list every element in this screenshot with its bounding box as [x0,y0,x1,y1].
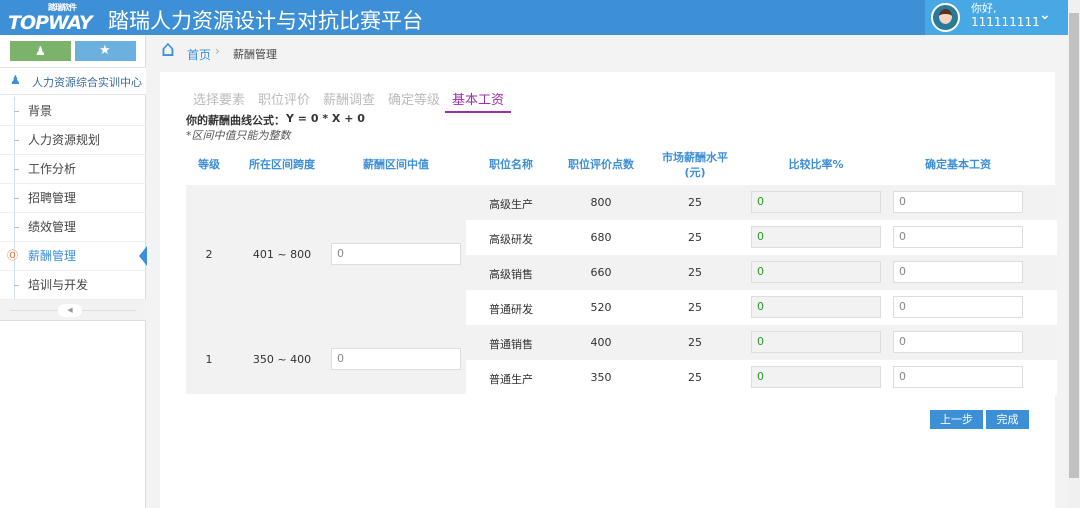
comparison-ratio-field: 0 [751,331,881,353]
market-level: 25 [688,231,702,244]
sidebar-item-background[interactable]: 背景 [0,97,146,126]
position-name: 高级生产 [489,198,533,211]
grade-value: 1 [205,353,213,366]
header-market-unit: (元) [684,166,706,179]
tab-job-evaluation[interactable]: 职位评价 [258,93,311,108]
header-position: 职位名称 [489,158,533,171]
competition-button[interactable]: ★ [75,41,136,61]
header-grade: 等级 [198,158,220,171]
dollar-icon: Ⓞ [7,249,18,262]
person-icon: ♟ [35,44,46,58]
comparison-ratio-field: 0 [751,191,881,213]
header-midpoint: 薪酬区间中值 [363,158,429,171]
evaluation-points: 680 [590,231,612,244]
midpoint-input[interactable]: 0 [331,243,461,265]
base-salary-input[interactable]: 0 [893,366,1023,388]
base-salary-input[interactable]: 0 [893,191,1023,213]
evaluation-points: 660 [590,266,612,279]
position-name: 普通生产 [489,373,533,386]
sidebar-item-training[interactable]: 培训与开发 [0,271,146,300]
sidebar-item-job-analysis[interactable]: 工作分析 [0,155,146,184]
table-row: 高级研发 680 25 0 0 [466,220,1057,255]
table-row: 普通生产 350 25 0 0 [466,360,1057,395]
evaluation-points: 350 [590,371,612,384]
scrollbar-thumb[interactable] [1069,13,1079,478]
table-row: 高级销售 660 25 0 0 [466,255,1057,290]
comparison-ratio-field: 0 [751,296,881,318]
finish-button[interactable]: 完成 [986,410,1029,429]
chevron-right-icon: › [215,44,220,58]
breadcrumb-home[interactable]: 首页 [187,48,212,62]
sidebar: ♟ ★ ♟ 人力资源综合实训中心 背景 人力资源规划 工作分析 招聘管理 绩效管… [0,35,147,508]
greeting: 你好, [971,2,997,15]
base-salary-input[interactable]: 0 [893,261,1023,283]
comparison-ratio-field: 0 [751,261,881,283]
midpoint-input[interactable]: 0 [331,348,461,370]
breadcrumb: ⌂ 首页 › 薪酬管理 [147,35,1068,72]
header-base-salary: 确定基本工资 [925,158,991,171]
person-icon: ♟ [10,73,21,87]
collapse-left-icon[interactable]: ◀ [58,304,82,317]
sidebar-collapse-bar[interactable]: ◀ [0,300,146,321]
evaluation-points: 520 [590,301,612,314]
table-row: 高级生产 800 25 0 0 [466,185,1057,220]
grade-groups: 2 401 ~ 800 0 1 350 ~ 400 0 [186,185,466,394]
evaluation-points: 400 [590,336,612,349]
formula-value: Y = 0 * X + 0 [286,112,365,125]
tab-determine-grades[interactable]: 确定等级 [388,93,441,108]
evaluation-points: 800 [590,196,612,209]
market-level: 25 [688,301,702,314]
table-row: 普通销售 400 25 0 0 [466,325,1057,360]
tab-salary-survey[interactable]: 薪酬调查 [323,93,376,108]
sidebar-item-recruitment[interactable]: 招聘管理 [0,184,146,213]
market-level: 25 [688,266,702,279]
chevron-down-icon[interactable]: ⌄ [1039,7,1051,23]
comparison-ratio-field: 0 [751,366,881,388]
position-name: 普通研发 [489,303,533,316]
prev-step-button[interactable]: 上一步 [930,410,983,429]
username: 111111111 [971,15,1040,29]
formula-note: *区间中值只能为整数 [186,129,291,142]
header-points: 职位评价点数 [568,158,634,171]
position-name: 高级销售 [489,268,533,281]
grade-value: 2 [205,248,213,261]
trophy-icon: ★ [99,43,111,58]
breadcrumb-current: 薪酬管理 [233,48,277,61]
base-salary-input[interactable]: 0 [893,331,1023,353]
position-name: 高级研发 [489,233,533,246]
header-market: 市场薪酬水平 [662,151,728,164]
home-icon: ⌂ [161,37,175,62]
sidebar-item-compensation[interactable]: Ⓞ 薪酬管理 [0,242,147,271]
tab-base-salary[interactable]: 基本工资 [445,89,511,113]
range-value: 401 ~ 800 [252,248,312,261]
header-range: 所在区间跨度 [249,158,315,171]
range-value: 350 ~ 400 [252,353,312,366]
formula-label: 你的薪酬曲线公式： [186,114,285,127]
market-level: 25 [688,336,702,349]
base-salary-input[interactable]: 0 [893,296,1023,318]
topway-logo: 踏瑞软件 TOPWAY [8,3,93,34]
market-level: 25 [688,371,702,384]
top-header: 踏瑞软件 TOPWAY 踏瑞人力资源设计与对抗比赛平台 [0,0,1068,35]
sidebar-item-hr-planning[interactable]: 人力资源规划 [0,126,146,155]
user-training-button[interactable]: ♟ [10,41,71,61]
position-name: 普通销售 [489,338,533,351]
tab-select-factors[interactable]: 选择要素 [193,93,246,108]
sidebar-center-header[interactable]: ♟ 人力资源综合实训中心 [0,67,146,95]
active-indicator [139,246,147,266]
market-level: 25 [688,196,702,209]
header-ratio: 比较比率% [788,158,844,171]
base-salary-input[interactable]: 0 [893,226,1023,248]
table-row: 普通研发 520 25 0 0 [466,290,1057,325]
user-menu[interactable]: 你好, 111111111 ⌄ [925,0,1068,35]
avatar [931,3,960,32]
sidebar-item-performance[interactable]: 绩效管理 [0,213,146,242]
comparison-ratio-field: 0 [751,226,881,248]
app-title: 踏瑞人力资源设计与对抗比赛平台 [108,9,423,33]
